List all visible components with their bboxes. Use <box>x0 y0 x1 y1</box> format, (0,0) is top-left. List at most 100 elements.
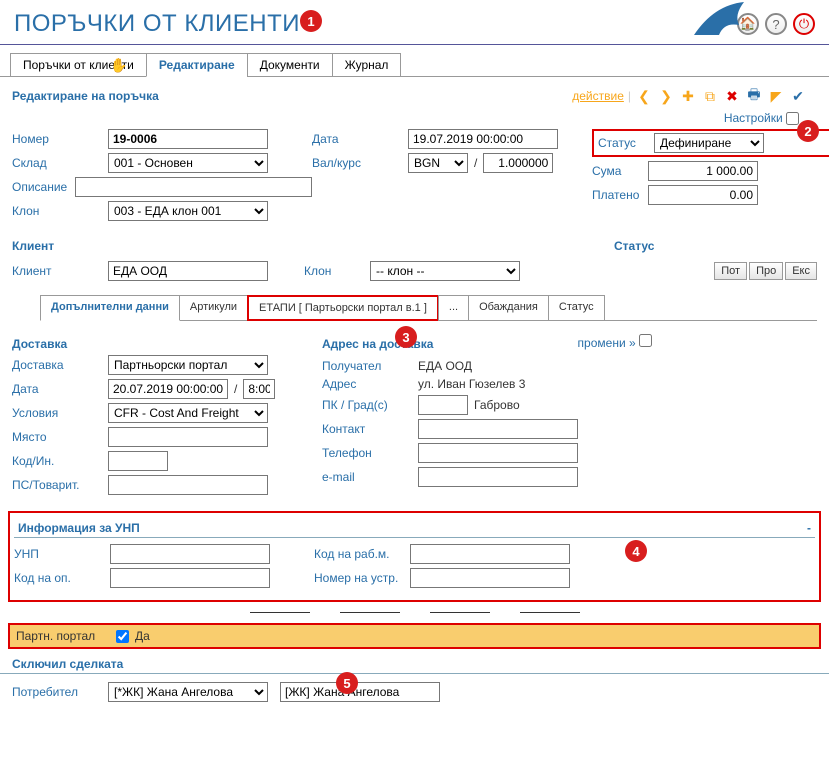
subtab-articles[interactable]: Артикули <box>179 295 248 321</box>
unp-input[interactable] <box>110 544 270 564</box>
prev-icon[interactable]: ❮ <box>635 87 653 105</box>
bird-logo <box>689 0 749 40</box>
unp-heading: Информация за УНП <box>18 521 140 535</box>
date-label: Дата <box>312 132 402 146</box>
paid-input <box>648 185 758 205</box>
recv-label: Получател <box>322 359 412 373</box>
warehouse-label: Склад <box>12 156 102 170</box>
code-label: Код/Ин. <box>12 454 102 468</box>
dividers <box>0 612 829 613</box>
date-input[interactable] <box>408 129 558 149</box>
devnum-input[interactable] <box>410 568 570 588</box>
city-value: Габрово <box>474 398 520 412</box>
status-label: Статус <box>598 136 648 150</box>
code-input[interactable] <box>108 451 168 471</box>
subtab-status[interactable]: Статус <box>548 295 605 321</box>
callout-2: 2 <box>797 120 819 142</box>
branch2-select[interactable]: -- клон -- <box>370 261 520 281</box>
number-input[interactable] <box>108 129 268 149</box>
section-header: Редактиране на поръчка действие | ❮ ❯ ✚ … <box>0 77 829 109</box>
subtab-etapi[interactable]: ЕТАПИ [ Партьорски портал в.1 ] <box>247 295 439 321</box>
help-icon[interactable]: ? <box>765 13 787 35</box>
add-icon[interactable]: ✚ <box>679 87 697 105</box>
cond-select[interactable]: CFR - Cost And Freight <box>108 403 268 423</box>
place-input[interactable] <box>108 427 268 447</box>
wcode-label: Код на раб.м. <box>314 547 404 561</box>
portal-checkbox[interactable] <box>116 630 129 643</box>
description-label: Описание <box>12 180 69 194</box>
del-select[interactable]: Партньорски портал <box>108 355 268 375</box>
place-label: Място <box>12 430 102 444</box>
sub-tabs: Допълнителни данни Артикули ЕТАПИ [ Парт… <box>40 295 829 321</box>
pk-input[interactable] <box>418 395 468 415</box>
subtab-more[interactable]: ... <box>438 295 469 321</box>
client-input[interactable] <box>108 261 268 281</box>
cond-label: Условия <box>12 406 102 420</box>
del-date-input[interactable] <box>108 379 228 399</box>
contact-input[interactable] <box>418 419 578 439</box>
unp-label: УНП <box>14 547 104 561</box>
branch-select[interactable]: 003 - ЕДА клон 001 <box>108 201 268 221</box>
callout-5: 5 <box>336 672 358 694</box>
settings-link[interactable]: Настройки <box>724 111 783 125</box>
portal-label: Партн. портал <box>16 629 116 643</box>
ps-input[interactable] <box>108 475 268 495</box>
sum-label: Сума <box>592 164 642 178</box>
callout-1: 1 <box>300 10 322 32</box>
paid-label: Платено <box>592 188 642 202</box>
currency-select[interactable]: BGN <box>408 153 468 173</box>
change-checkbox[interactable] <box>639 334 652 347</box>
address-heading: Адрес на доставка <box>322 337 572 351</box>
eks-button[interactable]: Екс <box>785 262 817 280</box>
warehouse-select[interactable]: 001 - Основен <box>108 153 268 173</box>
recv-value: ЕДА ООД <box>418 359 472 373</box>
phone-input[interactable] <box>418 443 578 463</box>
unp-section: Информация за УНП - УНП Код на оп. Код н… <box>8 511 821 602</box>
rate-input[interactable] <box>483 153 553 173</box>
next-icon[interactable]: ❯ <box>657 87 675 105</box>
check-icon[interactable]: ✔ <box>789 87 807 105</box>
portal-value: Да <box>135 629 150 643</box>
action-bar: действие | ❮ ❯ ✚ ⧉ ✖ 🖶 ◤ ✔ <box>562 87 817 105</box>
pot-button[interactable]: Пот <box>714 262 747 280</box>
user-input[interactable] <box>280 682 440 702</box>
pro-button[interactable]: Про <box>749 262 783 280</box>
ps-label: ПС/Товарит. <box>12 478 102 492</box>
cursor-icon: ✋ <box>110 57 127 74</box>
email-input[interactable] <box>418 467 578 487</box>
delete-icon[interactable]: ✖ <box>723 87 741 105</box>
copy-icon[interactable]: ⧉ <box>701 87 719 105</box>
phone-label: Телефон <box>322 446 412 460</box>
del-date-label: Дата <box>12 382 102 396</box>
currency-label: Вал/курс <box>312 156 402 170</box>
print-icon[interactable]: 🖶 <box>745 87 763 105</box>
wcode-input[interactable] <box>410 544 570 564</box>
description-input[interactable] <box>75 177 312 197</box>
branch2-label: Клон <box>304 264 364 278</box>
subtab-additional[interactable]: Допълнителни данни <box>40 295 180 321</box>
subtab-calls[interactable]: Обаждания <box>468 295 549 321</box>
settings-row: Настройки <box>0 109 829 127</box>
flag-icon[interactable]: ◤ <box>767 87 785 105</box>
unp-collapse[interactable]: - <box>807 521 811 535</box>
action-link[interactable]: действие <box>572 89 624 103</box>
main-tabs: Поръчки от клиенти Редактиране Документи… <box>10 53 829 77</box>
section-title: Редактиране на поръчка <box>12 89 159 103</box>
client-heading: Клиент <box>12 239 608 253</box>
del-time-input[interactable] <box>243 379 275 399</box>
del-label: Доставка <box>12 358 102 372</box>
settings-checkbox[interactable] <box>786 112 799 125</box>
number-label: Номер <box>12 132 102 146</box>
portal-section: Партн. портал Да <box>8 623 821 649</box>
user-select[interactable]: [*ЖК] Жана Ангелова <box>108 682 268 702</box>
tab-edit[interactable]: Редактиране <box>146 53 248 77</box>
client-label: Клиент <box>12 264 102 278</box>
tab-journal[interactable]: Журнал <box>332 53 402 77</box>
tab-documents[interactable]: Документи <box>247 53 333 77</box>
user-label: Потребител <box>12 685 102 699</box>
branch-label: Клон <box>12 204 102 218</box>
power-icon[interactable]: ⏻ <box>793 13 815 35</box>
opcode-input[interactable] <box>110 568 270 588</box>
status-select[interactable]: Дефиниране <box>654 133 764 153</box>
change-link[interactable]: промени » <box>578 336 636 350</box>
